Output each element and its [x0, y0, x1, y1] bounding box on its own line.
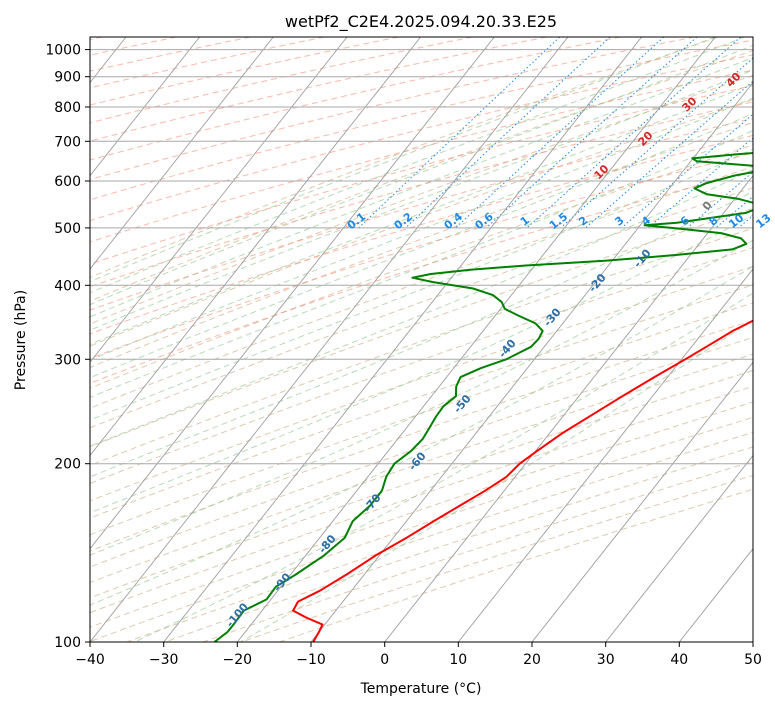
- x-tick-label: −20: [223, 652, 253, 668]
- x-tick-label: 0: [380, 652, 389, 668]
- dry-adiabat-line: [90, 336, 753, 568]
- theta-e-line: [90, 54, 753, 222]
- temperature-profile-line: [292, 319, 753, 642]
- dry-adiabat-line: [90, 247, 753, 484]
- dry-adiabat-line: [90, 166, 753, 409]
- x-axis-title: Temperature (°C): [360, 681, 482, 697]
- y-tick-label: 400: [54, 278, 81, 294]
- mixing-ratio-line: [485, 37, 698, 229]
- dewpoint-profile-line: [213, 151, 753, 642]
- moist-adiabat-line: [90, 44, 753, 306]
- moist-adiabat-line: [90, 97, 753, 361]
- mixing-ratio-line: [621, 113, 753, 229]
- theta-e-line: [90, 37, 547, 142]
- theta-e-line: [90, 37, 325, 89]
- moist-adiabat-line: [90, 214, 753, 514]
- x-tick-label: 30: [597, 652, 615, 668]
- y-tick-label: 100: [54, 635, 81, 651]
- x-tick-label: 10: [449, 652, 467, 668]
- chart-title: wetPf2_C2E4.2025.094.20.33.E25: [285, 12, 557, 32]
- moist-adiabat-line: [240, 319, 753, 642]
- y-tick-label: 200: [54, 457, 81, 473]
- isotherm-line: [310, 81, 753, 642]
- dry-adiabat-line: [90, 121, 753, 368]
- y-tick-label: 800: [54, 100, 81, 116]
- plot-frame: [89, 36, 754, 643]
- isotherm-line: [457, 268, 753, 642]
- y-tick-label: 600: [54, 174, 81, 190]
- dry-adiabat-line: [90, 369, 753, 599]
- moist-adiabat-line: [90, 168, 753, 447]
- isotherm-line: [605, 454, 753, 642]
- moist-adiabat-line: [90, 112, 753, 379]
- isotherm-line: [236, 37, 716, 642]
- moist-adiabat-line: [90, 265, 753, 606]
- y-tick-label: 300: [54, 352, 81, 368]
- isotherm-line: [90, 37, 348, 364]
- mixing-ratio-line: [585, 80, 753, 229]
- isotherm-line: [90, 37, 274, 270]
- moist-adiabat-line: [90, 190, 753, 478]
- x-tick-label: 50: [744, 652, 762, 668]
- theta-e-line: [90, 69, 753, 243]
- y-axis-title: Pressure (hPa): [13, 290, 29, 390]
- theta-e-line: [90, 37, 621, 161]
- y-tick-label: 700: [54, 134, 81, 150]
- theta-e-line: [90, 37, 473, 124]
- dry-adiabat-line: [90, 37, 719, 279]
- isotherm-line: [531, 361, 753, 642]
- dry-adiabat-line: [90, 144, 753, 389]
- isotherm-line: [90, 37, 569, 642]
- dry-adiabat-line: [90, 227, 753, 466]
- dry-adiabat-line: [90, 302, 753, 536]
- isotherm-line: [163, 37, 642, 642]
- theta-e-line: [90, 39, 753, 201]
- theta-e-line: [90, 117, 753, 311]
- moist-adiabat-line: [90, 82, 753, 345]
- y-tick-label: 500: [54, 221, 81, 237]
- x-tick-label: −40: [75, 652, 105, 668]
- moist-adiabat-line: [90, 56, 753, 318]
- moist-adiabat-line: [90, 148, 753, 421]
- x-tick-label: −30: [149, 652, 179, 668]
- moist-adiabat-line: [90, 37, 745, 294]
- theta-e-line: [90, 37, 399, 106]
- x-tick-label: 20: [523, 652, 541, 668]
- moist-adiabat-line: [90, 129, 753, 399]
- dry-adiabat-line: [90, 385, 753, 614]
- dry-adiabat-line: [90, 284, 753, 519]
- isotherm-line: [90, 37, 495, 550]
- isotherm-line: [90, 37, 421, 457]
- theta-e-line: [90, 85, 753, 265]
- moist-adiabat-line: [90, 37, 716, 283]
- x-tick-label: 40: [670, 652, 688, 668]
- moist-adiabat-line: [90, 69, 753, 331]
- dry-adiabat-line: [90, 74, 753, 325]
- isotherm-line: [384, 175, 753, 642]
- theta-e-line: [90, 134, 753, 335]
- x-tick-label: −10: [296, 652, 326, 668]
- y-tick-label: 900: [54, 70, 81, 86]
- y-tick-label: 1000: [45, 43, 81, 59]
- isotherm-line: [90, 37, 200, 177]
- theta-e-line: [90, 170, 753, 384]
